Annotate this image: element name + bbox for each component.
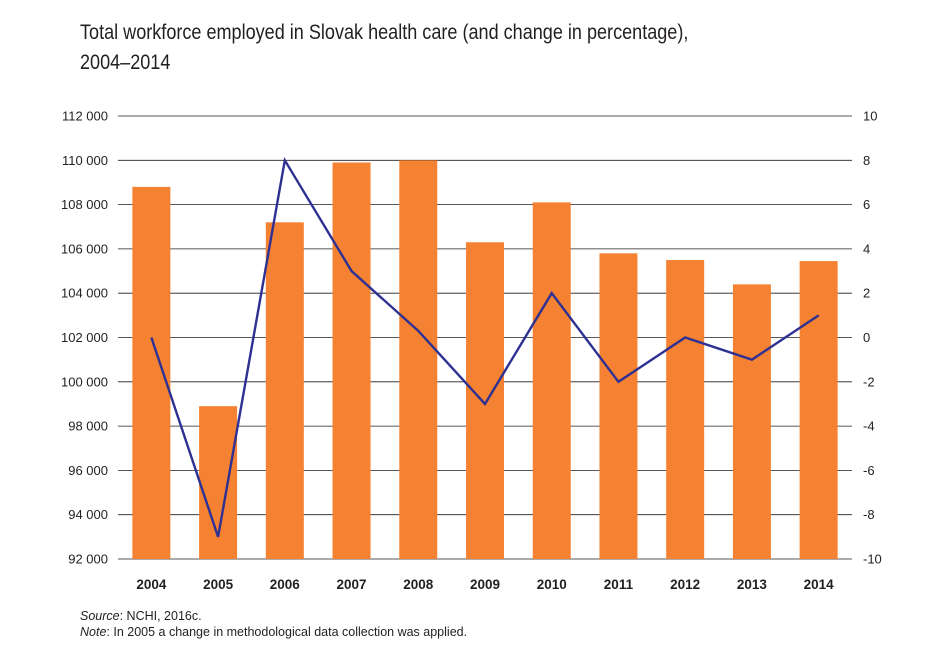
x-tick-label: 2007 [337,577,367,592]
y-left-tick-label: 104 000 [61,286,108,301]
y-left-tick-label: 96 000 [68,463,108,478]
chart-title-line-1: Total workforce employed in Slovak healt… [80,21,689,44]
y-left-tick-label: 92 000 [68,552,108,567]
bar [466,242,504,559]
y-left-tick-label: 94 000 [68,507,108,522]
y-left-tick-label: 112 000 [62,109,108,124]
x-tick-label: 2014 [804,577,835,592]
y-right-tick-label: -8 [863,507,875,522]
bar [532,202,571,559]
bar [799,261,838,559]
bar [265,222,304,559]
methodology-note: Note: In 2005 a change in methodological… [80,624,467,640]
x-tick-label: 2008 [403,577,434,592]
note-text: : In 2005 a change in methodological dat… [106,625,468,639]
bar [332,162,371,559]
chart-title: Total workforce employed in Slovak healt… [80,18,787,78]
x-tick-label: 2012 [670,577,700,592]
source-text: : NCHI, 2016c. [119,609,202,623]
y-right-tick-label: -4 [863,419,875,434]
y-right-tick-label: 6 [863,197,870,212]
y-left-tick-label: 110 000 [62,153,108,168]
bar [132,186,171,559]
x-tick-label: 2010 [537,577,567,592]
x-tick-label: 2009 [470,577,500,592]
y-left-tick-label: 102 000 [61,330,108,345]
x-tick-label: 2005 [203,577,234,592]
y-right-tick-label: 4 [863,241,870,256]
x-tick-label: 2013 [737,577,768,592]
y-right-tick-label: 10 [863,109,877,124]
y-left-tick-label: 106 000 [61,241,108,256]
y-right-tick-label: -6 [863,463,875,478]
y-left-tick-label: 108 000 [61,197,108,212]
y-left-tick-label: 98 000 [68,419,108,434]
chart-title-line-2: 2004–2014 [80,51,171,74]
y-right-tick-label: 0 [863,330,870,345]
y-right-tick-label: -10 [863,552,882,567]
footnotes: Source: NCHI, 2016c. Note: In 2005 a cha… [80,608,467,640]
bar [399,160,438,560]
x-tick-label: 2006 [270,577,301,592]
source-label: Source [80,609,120,623]
y-right-tick-label: 8 [863,153,870,168]
bar [732,284,771,559]
y-right-tick-label: -2 [863,374,875,389]
source-note: Source: NCHI, 2016c. [80,608,467,624]
x-tick-label: 2004 [136,577,167,592]
bar [599,253,638,559]
y-left-tick-label: 100 000 [61,374,108,389]
note-label: Note [80,625,107,639]
bar [666,259,705,559]
x-tick-label: 2011 [604,577,634,592]
y-right-tick-label: 2 [863,286,870,301]
